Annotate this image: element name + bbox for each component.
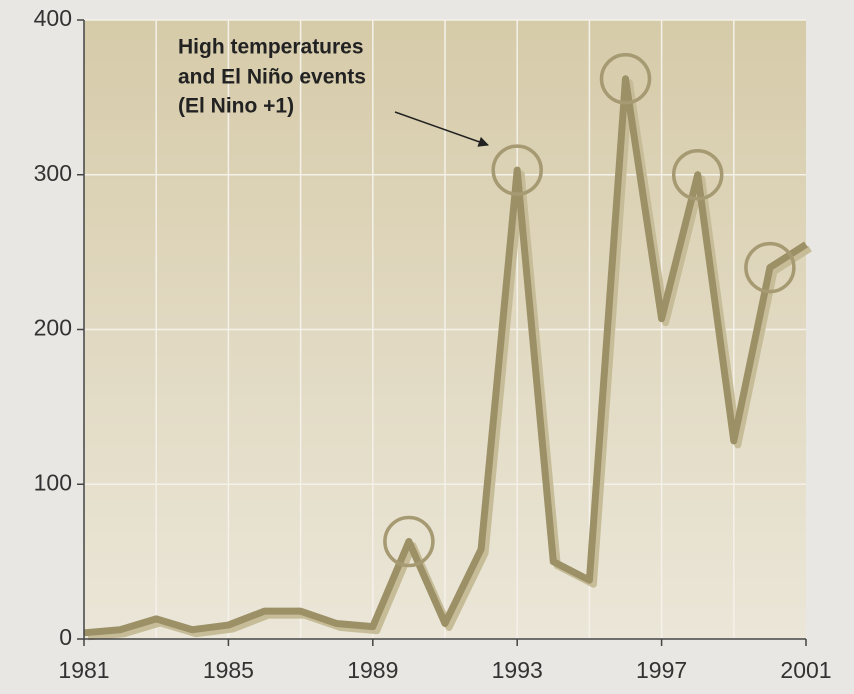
annotation: (El Nino +1) [178,95,294,118]
x-tick-label: 1981 [58,657,109,683]
x-tick-label: 2001 [780,657,831,683]
highlight-circle [491,144,543,196]
y-tick-label: 0 [59,624,72,650]
y-tick-label: 300 [34,160,72,186]
line-shadow [87,79,812,641]
x-tick-label: 1997 [636,657,687,683]
annotation: High temperatures [178,36,364,59]
annotation: and El Niño events [178,66,366,89]
highlight-circle [744,241,796,294]
highlight-circle [599,53,652,105]
x-tick-label: 1993 [492,657,543,683]
x-tick-label: 1985 [203,657,254,683]
y-tick-label: 100 [34,469,72,495]
y-tick-label: 400 [34,5,72,31]
line [83,75,808,637]
y-tick-label: 200 [34,315,72,341]
annotation-arrow [394,111,489,147]
highlight-circle [383,515,435,568]
x-tick-label: 1989 [347,657,398,683]
highlight-circle [671,149,724,201]
